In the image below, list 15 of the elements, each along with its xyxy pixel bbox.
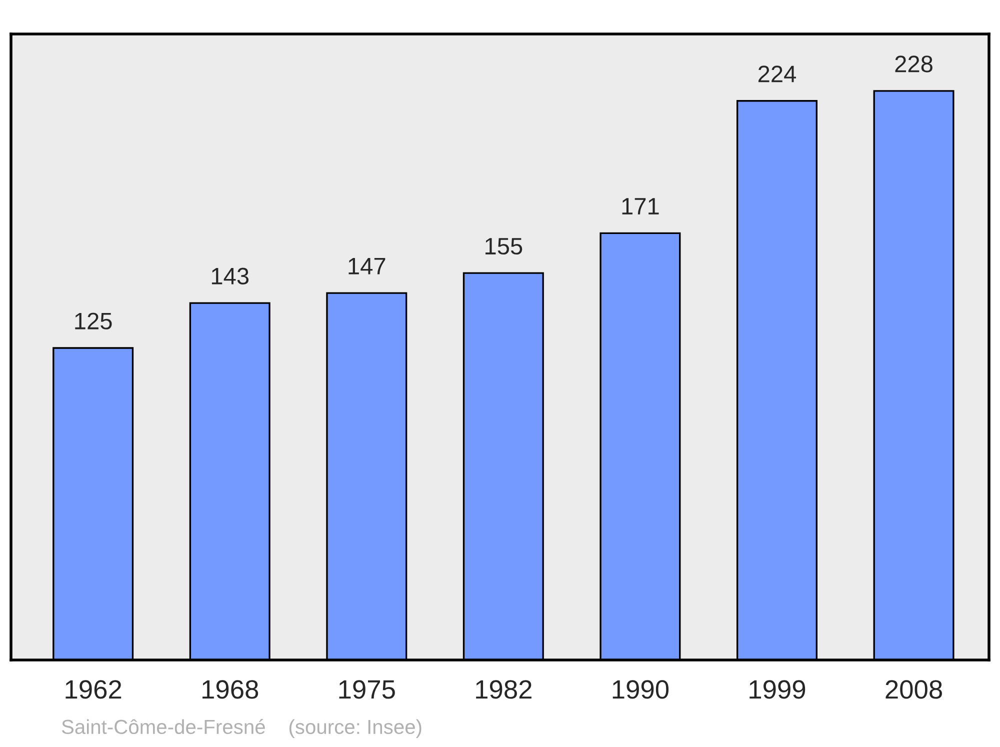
data-label: 125 — [75, 312, 112, 330]
x-tick-label: 1990 — [612, 680, 669, 699]
data-label: 147 — [348, 258, 386, 274]
x-tick-label: 2008 — [886, 680, 942, 699]
x-tick-label: 1968 — [202, 680, 258, 699]
x-tick-label: 1975 — [339, 680, 395, 699]
data-label: 143 — [212, 268, 249, 284]
x-tick-label: 1999 — [750, 680, 806, 699]
x-tick-label: 1962 — [66, 680, 122, 699]
text: Saint-Côme-de-Fresné (source: Insee) — [62, 719, 422, 738]
data-label: 224 — [758, 66, 796, 82]
data-label: 155 — [486, 238, 522, 255]
data-label: 171 — [622, 198, 659, 214]
data-label: 228 — [895, 56, 932, 72]
x-tick-label: 1982 — [476, 680, 532, 699]
